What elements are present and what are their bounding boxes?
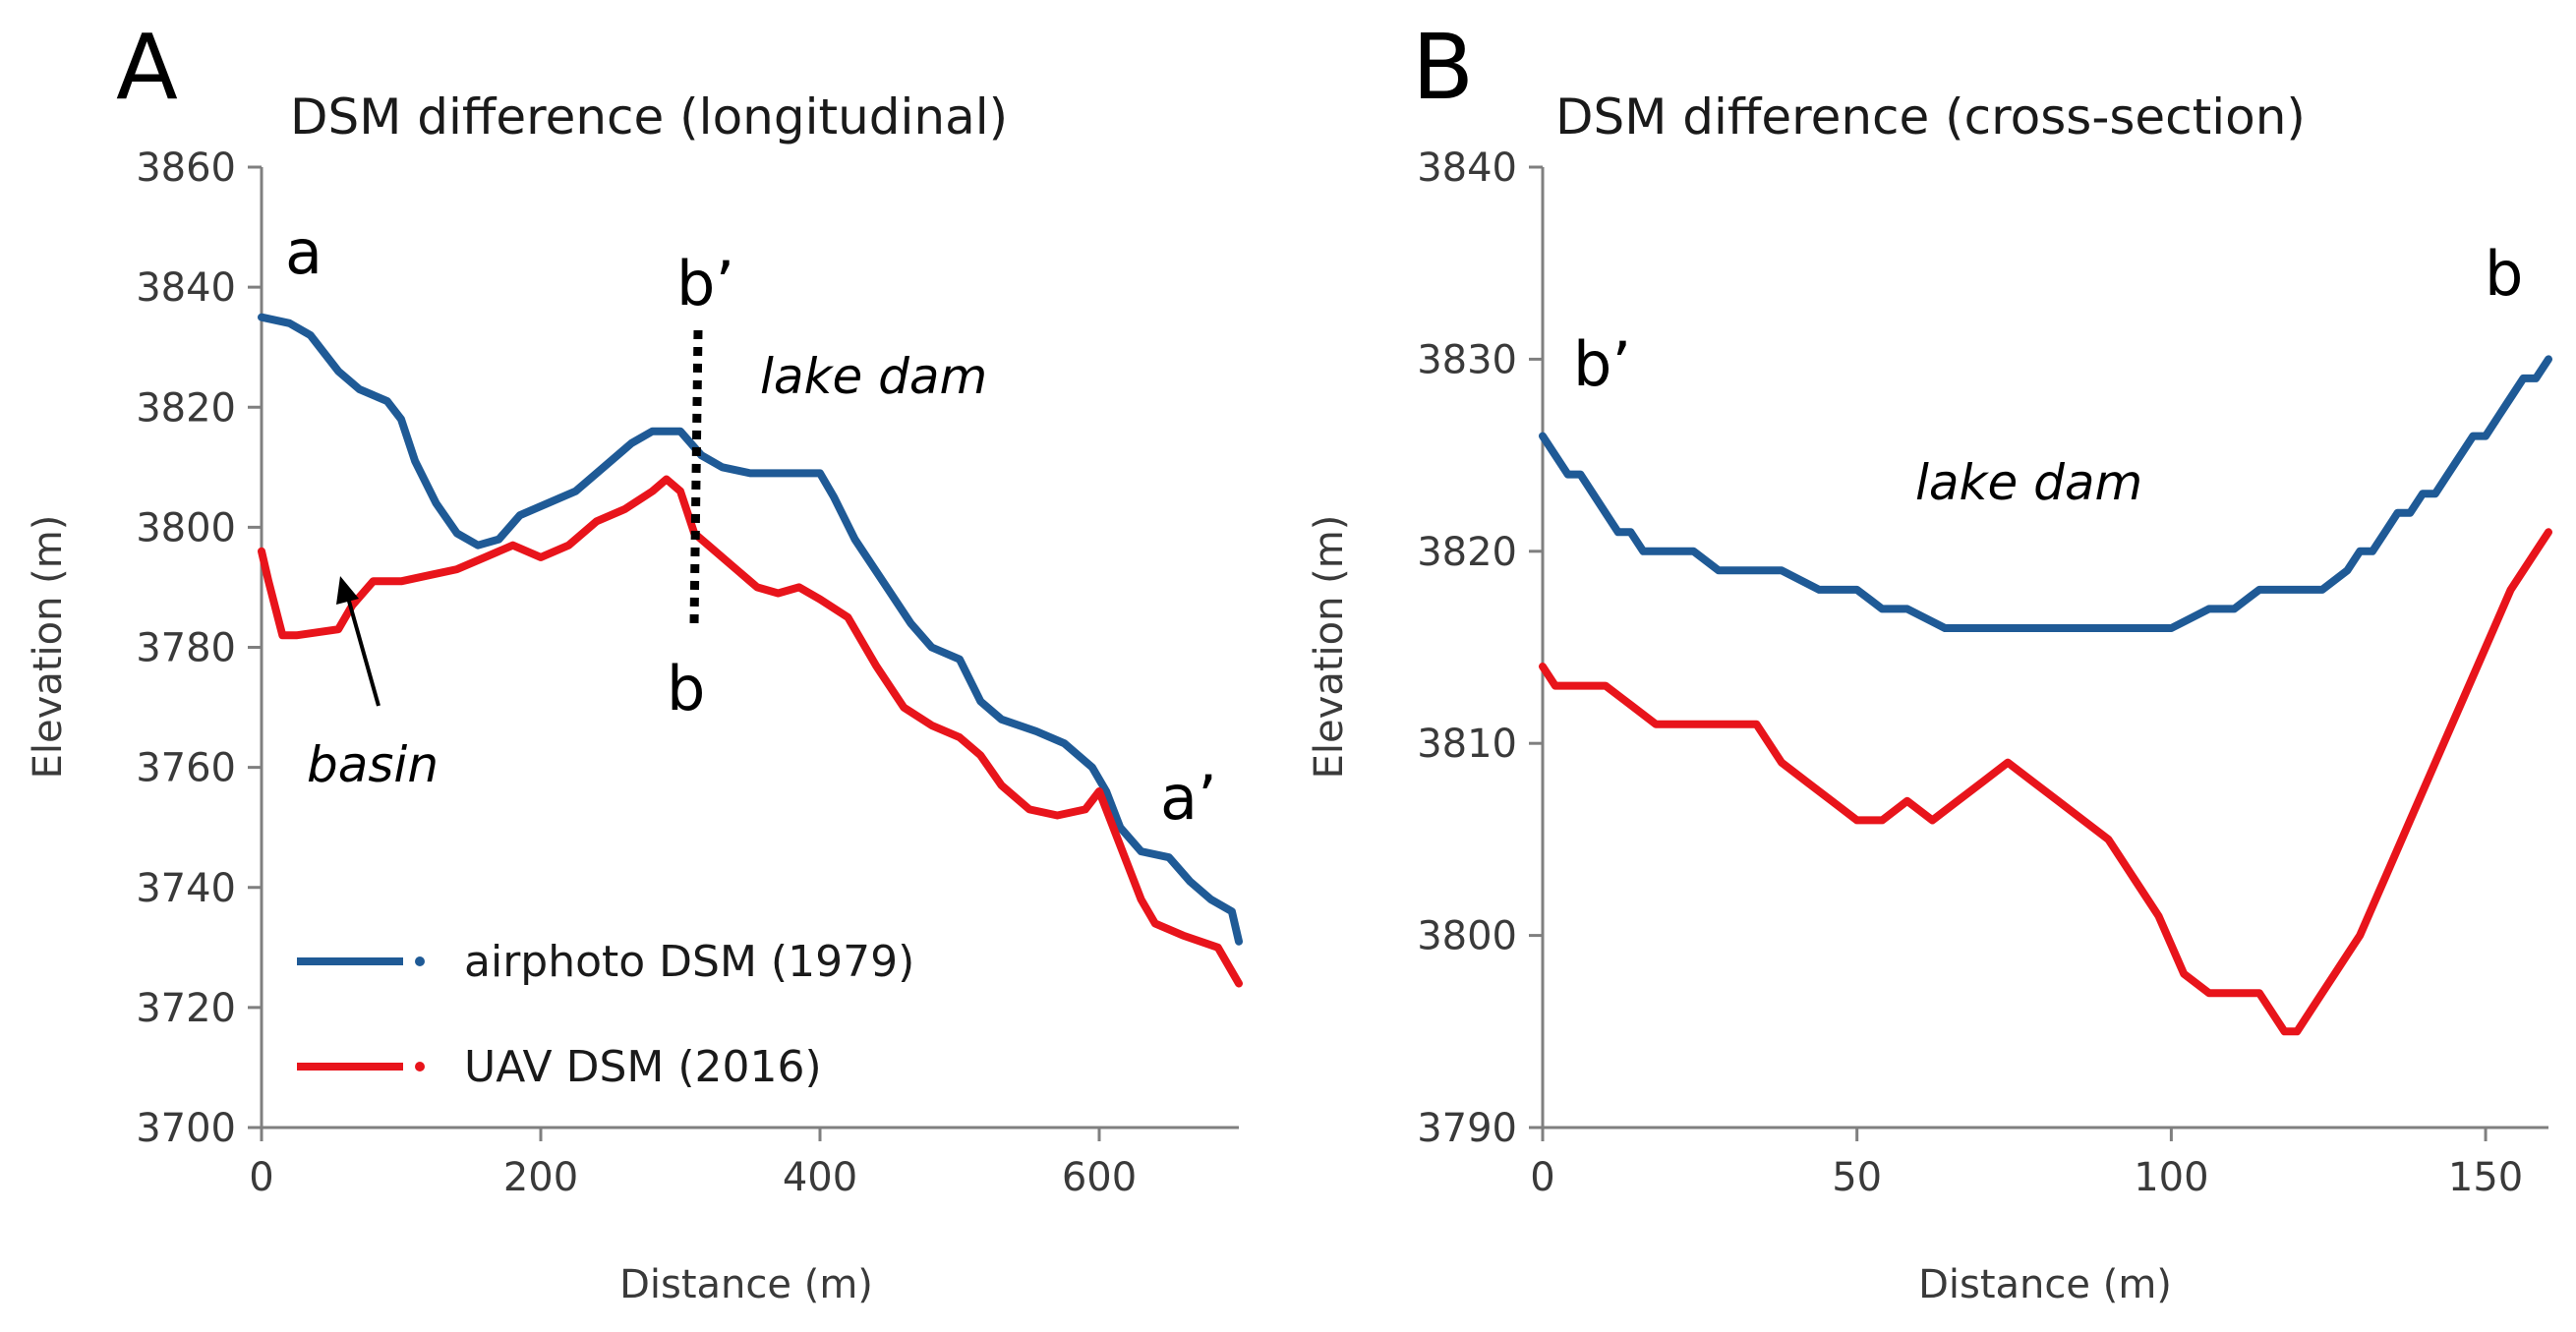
x-tick-label: 50: [1832, 1155, 1882, 1200]
series-line-airphoto: [1539, 355, 2552, 632]
panel-a-title: DSM difference (longitudinal): [290, 88, 1008, 145]
panel-b-x-axis-label: Distance (m): [1918, 1262, 2172, 1307]
panel-b-y-axis-label: Elevation (m): [1307, 515, 1352, 780]
y-tick-label: 3700: [136, 1106, 236, 1151]
x-tick-label: 0: [249, 1155, 273, 1200]
y-tick-label: 3860: [136, 145, 236, 191]
legend-item-uav: UAV DSM (2016): [297, 1042, 822, 1092]
panel-b-series: [1539, 355, 2552, 1036]
label-b-right: b: [2485, 238, 2523, 310]
x-tick-label: 100: [2134, 1155, 2208, 1200]
y-tick-label: 3840: [136, 265, 236, 311]
y-tick-label: 3830: [1417, 337, 1517, 382]
panel-b: B DSM difference (cross-section) 3790 380…: [1307, 15, 2552, 1307]
y-tick-label: 3800: [136, 505, 236, 550]
label-lake-dam-a: lake dam: [760, 348, 987, 405]
y-tick-label: 3820: [1417, 530, 1517, 575]
panel-b-title: DSM difference (cross-section): [1555, 88, 2306, 145]
panel-a: A DSM difference (longitudinal) 3700 3720…: [26, 15, 1243, 1307]
y-tick-label: 3760: [136, 746, 236, 791]
panel-letter-a: A: [116, 15, 178, 120]
label-lake-dam-b: lake dam: [1915, 454, 2142, 511]
panel-a-y-ticks: 3700 3720 3740 3760 3780 3800 3820 3840 3860: [136, 145, 262, 1151]
label-a-start: a: [285, 216, 322, 288]
cross-section-line: [689, 329, 703, 626]
series-line-uav: [258, 475, 1243, 988]
panel-b-y-ticks: 3790 3800 3810 3820 3830 3840: [1417, 145, 1543, 1151]
y-tick-label: 3740: [136, 866, 236, 911]
y-tick-label: 3720: [136, 986, 236, 1031]
legend-label-uav: UAV DSM (2016): [464, 1042, 822, 1092]
y-tick-label: 3840: [1417, 145, 1517, 191]
label-b-bottom: b: [667, 653, 705, 724]
x-tick-label: 400: [783, 1155, 857, 1200]
x-tick-label: 600: [1062, 1155, 1137, 1200]
panel-letter-b: B: [1412, 15, 1474, 120]
panel-a-y-axis-label: Elevation (m): [26, 515, 71, 780]
series-line-uav: [1539, 528, 2552, 1036]
label-basin: basin: [307, 736, 439, 793]
legend-label-airphoto: airphoto DSM (1979): [464, 937, 914, 987]
series-line-airphoto: [258, 313, 1243, 946]
label-b-prime-left: b’: [1573, 328, 1631, 400]
x-tick-label: 150: [2448, 1155, 2523, 1200]
panel-b-x-ticks: 0 50 100 150: [1530, 1128, 2523, 1200]
legend: airphoto DSM (1979) UAV DSM (2016): [297, 937, 914, 1092]
basin-arrow: [336, 576, 381, 707]
panel-a-series: [258, 313, 1243, 988]
legend-marker-airphoto: [415, 956, 425, 966]
panel-a-x-ticks: 0 200 400 600: [249, 1128, 1137, 1200]
label-a-end: a’: [1160, 762, 1217, 834]
panel-a-x-axis-label: Distance (m): [619, 1262, 873, 1307]
y-tick-label: 3790: [1417, 1106, 1517, 1151]
y-tick-label: 3780: [136, 626, 236, 671]
y-tick-label: 3820: [136, 385, 236, 431]
legend-item-airphoto: airphoto DSM (1979): [297, 937, 914, 987]
y-tick-label: 3800: [1417, 914, 1517, 959]
legend-marker-uav: [415, 1062, 425, 1071]
x-tick-label: 0: [1530, 1155, 1554, 1200]
y-tick-label: 3810: [1417, 722, 1517, 767]
label-b-prime-top: b’: [676, 248, 734, 319]
x-tick-label: 200: [503, 1155, 578, 1200]
